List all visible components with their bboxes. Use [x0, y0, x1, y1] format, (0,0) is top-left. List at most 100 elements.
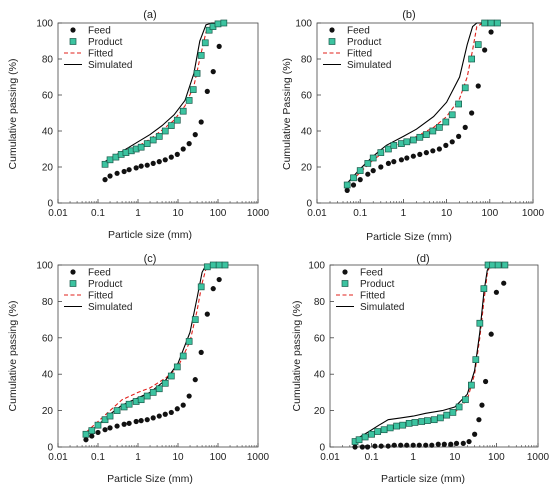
product-point	[137, 143, 145, 151]
product-point	[101, 160, 109, 168]
product-point	[449, 409, 457, 416]
feed-point	[430, 148, 436, 154]
product-point	[487, 19, 495, 27]
feed-point	[102, 427, 108, 433]
feed-point	[449, 139, 455, 145]
feed-point	[391, 159, 397, 165]
y-axis-title: Cumulative passing (%)	[7, 59, 19, 170]
feed-point	[121, 168, 127, 175]
x-tick-label: 100	[481, 208, 498, 219]
x-tick-label: 0.1	[91, 452, 105, 463]
feed-point	[192, 377, 198, 383]
feed-point	[198, 349, 204, 355]
feed-point	[168, 409, 174, 416]
x-tick-label: 0.1	[91, 208, 105, 219]
y-tick-label: 0	[47, 199, 53, 210]
x-tick-label: 100	[210, 452, 227, 463]
feed-point	[488, 29, 494, 35]
feed-point	[410, 153, 416, 159]
product-point	[185, 97, 193, 104]
product-point	[494, 261, 502, 269]
product-point	[191, 316, 199, 323]
product-point	[369, 154, 377, 162]
x-tick-label: 0.1	[353, 208, 367, 219]
feed-point	[423, 150, 429, 156]
y-axis-title: Cumulative Passing (%)	[281, 58, 293, 170]
feed-point	[441, 441, 447, 447]
y-tick-label: 40	[314, 370, 326, 381]
x-tick-label: 10	[449, 452, 461, 463]
product-point	[364, 160, 372, 167]
y-tick-label: 100	[295, 19, 312, 30]
y-tick-label: 20	[42, 406, 54, 417]
feed-point	[398, 442, 404, 448]
legend-label: Feed	[360, 268, 383, 279]
product-point	[436, 124, 443, 131]
product-point	[193, 70, 201, 77]
x-axis-title: Particle Size (mm)	[366, 231, 452, 243]
product-point	[101, 416, 109, 424]
product-point	[399, 421, 407, 429]
legend-label: Fitted	[347, 49, 372, 60]
feed-point	[493, 289, 499, 295]
feed-point	[107, 425, 113, 431]
feed-point	[378, 443, 384, 449]
y-tick-label: 100	[36, 261, 53, 272]
feed-point	[476, 417, 482, 423]
legend-label: Simulated	[88, 60, 132, 71]
product-point	[167, 372, 175, 380]
product-point	[149, 136, 157, 144]
product-point	[418, 418, 426, 425]
feed-point	[126, 167, 132, 173]
product-point	[429, 127, 437, 135]
product-point	[155, 385, 163, 393]
panel-label: (a)	[143, 9, 156, 21]
y-tick-label: 0	[47, 443, 53, 454]
legend-feed-marker	[70, 27, 76, 33]
plot-frame	[57, 264, 259, 448]
feed-point	[350, 182, 357, 188]
x-tick-label: 1000	[247, 208, 270, 219]
feed-point	[89, 433, 95, 439]
product-point	[149, 389, 157, 396]
feed-point	[168, 154, 174, 160]
x-tick-label: 1000	[522, 208, 545, 219]
legend-label: Fitted	[88, 49, 113, 60]
x-tick-label: 0.01	[307, 208, 327, 219]
product-point	[405, 419, 413, 427]
product-point	[355, 436, 363, 444]
feed-point	[456, 133, 462, 139]
y-tick-label: 40	[42, 127, 54, 138]
feed-point	[162, 157, 168, 163]
x-tick-label: 1	[135, 452, 141, 463]
feed-point	[162, 411, 168, 417]
product-point	[455, 403, 463, 411]
feed-point	[404, 155, 410, 161]
y-tick-label: 60	[314, 333, 326, 344]
y-tick-label: 40	[42, 370, 54, 381]
feed-point	[404, 442, 410, 448]
y-tick-label: 80	[42, 297, 54, 308]
product-point	[448, 111, 456, 119]
x-tick-label: 1000	[527, 452, 550, 463]
y-tick-label: 40	[301, 127, 313, 138]
product-point	[461, 84, 469, 92]
product-point	[462, 396, 469, 404]
legend-feed-marker	[329, 27, 335, 33]
feed-point	[204, 311, 210, 317]
feed-point	[357, 177, 363, 183]
feed-point	[144, 162, 150, 168]
product-point	[173, 116, 181, 124]
feed-point	[150, 415, 156, 421]
product-point	[343, 181, 351, 189]
feed-point	[344, 187, 350, 193]
feed-point	[482, 47, 488, 53]
legend-label: Product	[88, 279, 123, 290]
product-point	[220, 19, 228, 27]
feed-point	[133, 418, 139, 425]
y-tick-label: 100	[36, 19, 53, 30]
feed-point	[156, 159, 162, 165]
product-point	[468, 381, 475, 389]
